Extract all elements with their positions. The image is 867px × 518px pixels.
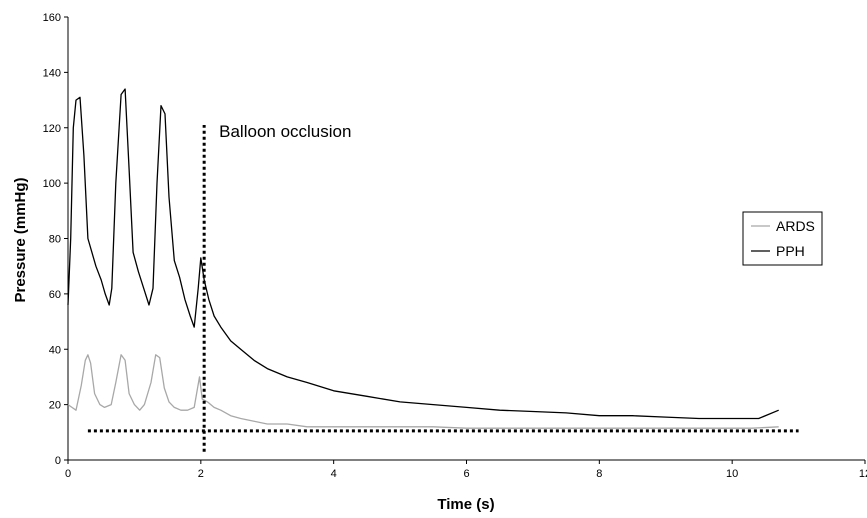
y-tick-label: 0 bbox=[55, 455, 61, 467]
legend-label-ards: ARDS bbox=[776, 218, 815, 234]
legend-label-pph: PPH bbox=[776, 243, 805, 259]
x-tick-label: 6 bbox=[463, 468, 469, 480]
y-tick-label: 100 bbox=[43, 178, 61, 190]
x-axis-title: Time (s) bbox=[437, 496, 494, 513]
x-tick-label: 8 bbox=[596, 468, 602, 480]
x-tick-label: 10 bbox=[726, 468, 738, 480]
legend-box bbox=[742, 211, 823, 266]
y-tick-label: 20 bbox=[49, 400, 61, 412]
annotation-label: Balloon occlusion bbox=[219, 122, 351, 141]
y-tick-label: 60 bbox=[49, 289, 61, 301]
y-tick-label: 80 bbox=[49, 234, 61, 246]
y-ticks: 0 20 40 60 80 100 120 140 160 bbox=[43, 12, 68, 467]
y-tick-label: 120 bbox=[43, 123, 61, 135]
x-ticks: 0 2 4 6 8 10 12 bbox=[65, 460, 867, 480]
x-tick-label: 0 bbox=[65, 468, 71, 480]
series-line-ards bbox=[67, 354, 779, 429]
x-tick-label: 2 bbox=[198, 468, 204, 480]
y-axis-title: Pressure (mmHg) bbox=[12, 177, 29, 302]
series-layer bbox=[67, 88, 799, 433]
legend: ARDS PPH bbox=[742, 211, 823, 266]
series-line-pph bbox=[67, 88, 779, 420]
x-tick-label: 4 bbox=[331, 468, 337, 480]
y-tick-label: 40 bbox=[49, 344, 61, 356]
annotation-layer: Balloon occlusion bbox=[202, 122, 351, 452]
x-tick-label: 12 bbox=[859, 468, 867, 480]
y-tick-label: 160 bbox=[43, 12, 61, 24]
y-tick-label: 140 bbox=[43, 67, 61, 79]
